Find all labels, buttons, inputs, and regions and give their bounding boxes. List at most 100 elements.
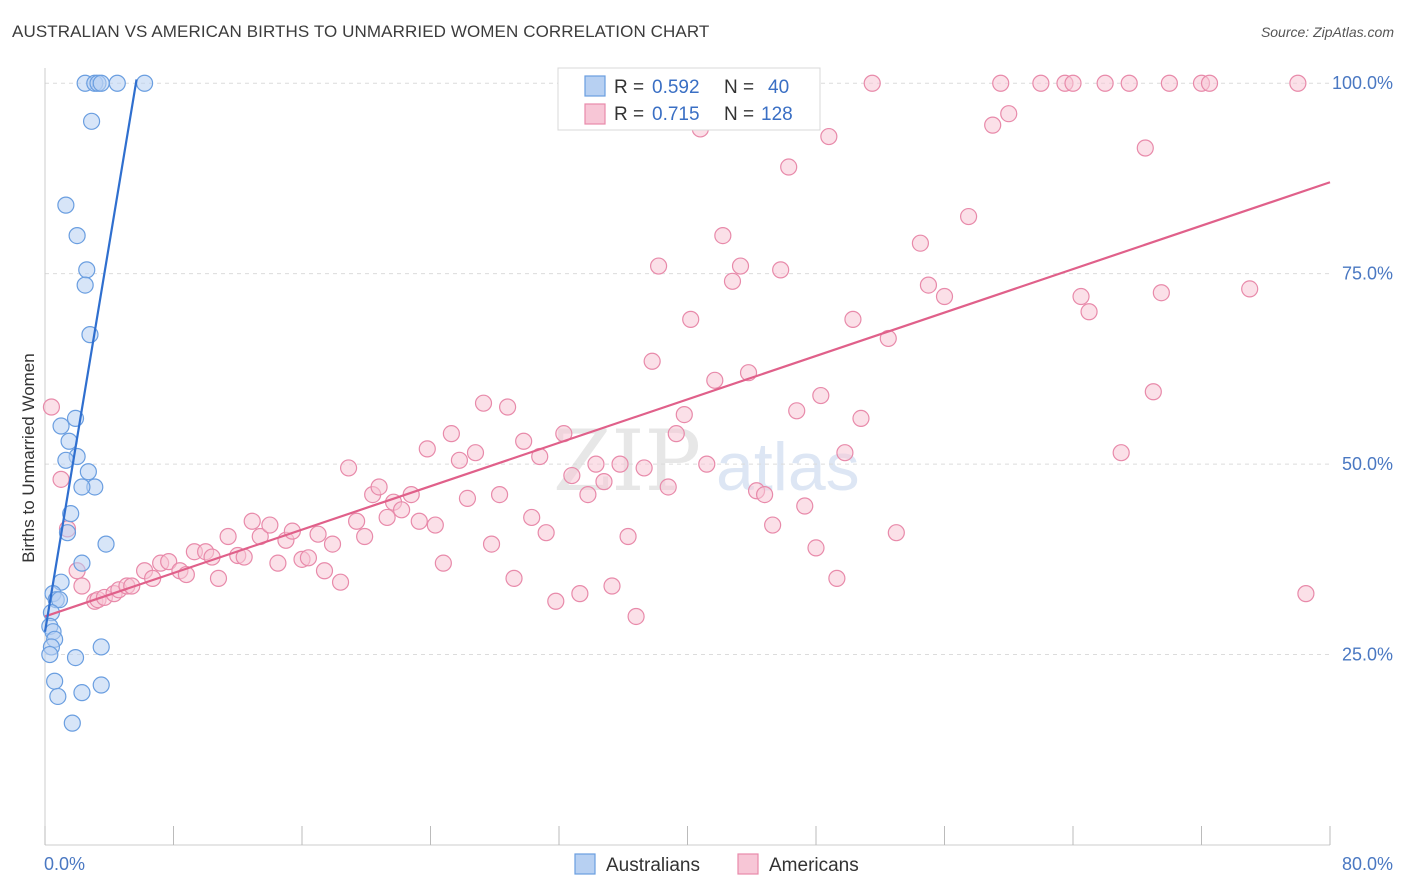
- american-point: [852, 409, 870, 428]
- american-point: [828, 569, 846, 587]
- american-point: [675, 406, 693, 424]
- american-point: [659, 478, 677, 496]
- american-point: [1144, 383, 1162, 401]
- legend-swatch-blue: [584, 75, 606, 97]
- american-point: [515, 432, 533, 450]
- american-point: [682, 310, 700, 328]
- legend-pink-r-value: 0.715: [652, 104, 700, 125]
- australian-point: [50, 591, 69, 609]
- american-point: [812, 386, 830, 405]
- american-point: [392, 501, 411, 519]
- american-point: [992, 74, 1010, 92]
- australian-point: [73, 554, 91, 572]
- american-point: [426, 516, 444, 534]
- american-point: [1080, 303, 1098, 321]
- american-point: [537, 524, 555, 542]
- x-tick-label-right: 80.0%: [1342, 854, 1393, 874]
- y-tick-label: 75.0%: [1342, 264, 1393, 284]
- legend-blue-n-label: N =: [724, 77, 754, 98]
- american-point: [410, 512, 428, 530]
- australian-point: [108, 74, 126, 92]
- australian-point: [97, 535, 115, 553]
- american-point: [339, 459, 358, 477]
- american-point: [73, 577, 91, 595]
- australians-points: [41, 74, 154, 732]
- australian-point: [135, 74, 154, 92]
- americans-trendline: [44, 181, 1331, 618]
- australian-point: [79, 463, 97, 481]
- american-point: [935, 287, 954, 306]
- australian-point: [66, 649, 85, 667]
- american-point: [1120, 74, 1138, 92]
- bottom-legend-swatch-australians[interactable]: [574, 853, 596, 875]
- american-point: [523, 508, 541, 527]
- american-point: [1289, 74, 1307, 92]
- american-point: [466, 444, 485, 462]
- bottom-legend-australians[interactable]: Australians: [606, 855, 700, 876]
- americans-points: [42, 74, 1315, 626]
- american-point: [643, 352, 661, 370]
- american-point: [123, 577, 141, 595]
- australian-point: [63, 714, 81, 732]
- watermark-atlas: atlas: [716, 429, 860, 505]
- american-point: [490, 485, 509, 504]
- australian-point: [57, 196, 75, 214]
- american-point: [370, 478, 388, 496]
- american-point: [764, 516, 782, 534]
- american-point: [635, 459, 653, 477]
- american-point: [160, 553, 178, 571]
- australian-point: [52, 417, 70, 435]
- american-point: [571, 585, 589, 603]
- american-point: [723, 272, 742, 290]
- american-point: [348, 512, 366, 530]
- american-point: [959, 207, 978, 226]
- american-point: [649, 257, 668, 275]
- american-point: [356, 527, 374, 546]
- australian-point: [68, 226, 86, 245]
- american-point: [261, 516, 279, 534]
- american-point: [919, 276, 938, 294]
- american-point: [1160, 74, 1178, 92]
- legend-pink-n-value: 128: [761, 104, 793, 125]
- american-point: [323, 535, 342, 553]
- australian-point: [76, 276, 94, 294]
- y-tick-label: 25.0%: [1342, 645, 1393, 665]
- american-point: [1064, 74, 1082, 92]
- y-tick-label: 100.0%: [1332, 73, 1393, 93]
- american-point: [458, 489, 477, 507]
- australian-point: [92, 676, 110, 694]
- legend-box: R = 0.592 N = 40 R = 0.715 N = 128: [557, 67, 821, 131]
- y-axis-label: Births to Unmarried Women: [19, 353, 38, 562]
- bottom-legend-americans[interactable]: Americans: [769, 855, 859, 876]
- american-point: [1096, 74, 1114, 92]
- chart-title: AUSTRALIAN VS AMERICAN BIRTHS TO UNMARRI…: [12, 22, 710, 41]
- american-point: [482, 535, 501, 553]
- australian-point: [58, 524, 77, 542]
- australian-point: [78, 261, 96, 279]
- american-point: [299, 549, 318, 567]
- trendlines: [43, 79, 1331, 632]
- american-point: [836, 444, 854, 462]
- american-point: [731, 257, 750, 275]
- australian-point: [62, 505, 80, 523]
- australian-point: [92, 638, 110, 656]
- bottom-legend-swatch-americans[interactable]: [737, 853, 759, 875]
- american-point: [698, 455, 716, 473]
- australian-point: [82, 112, 101, 130]
- y-tick-label: 50.0%: [1342, 454, 1393, 474]
- australian-point: [41, 645, 59, 664]
- american-point: [706, 371, 724, 389]
- american-point: [505, 569, 523, 587]
- american-point: [984, 116, 1002, 134]
- american-point: [269, 554, 287, 572]
- american-point: [42, 398, 61, 416]
- american-point: [331, 573, 350, 591]
- american-point: [1297, 585, 1315, 603]
- american-point: [667, 425, 685, 443]
- american-point: [1072, 287, 1090, 306]
- american-point: [442, 425, 460, 443]
- american-point: [714, 226, 732, 245]
- american-point: [1000, 105, 1018, 123]
- australian-point: [73, 478, 91, 496]
